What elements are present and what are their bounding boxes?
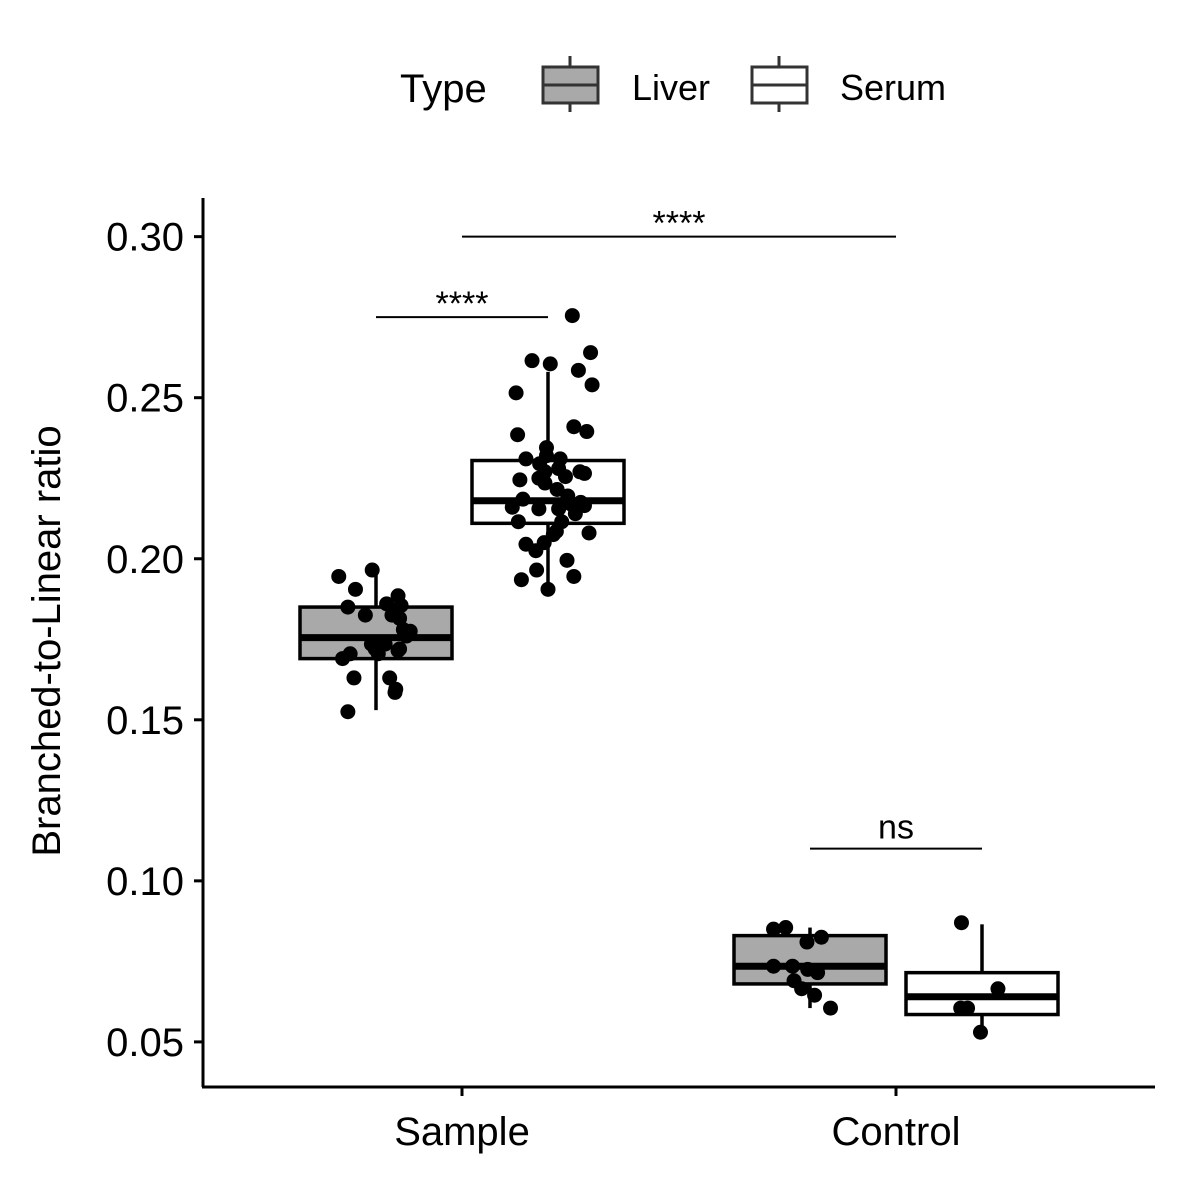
- data-point: [392, 610, 408, 626]
- data-point: [529, 562, 545, 578]
- data-point: [794, 981, 810, 997]
- data-point: [340, 704, 356, 720]
- data-point: [584, 377, 600, 393]
- data-point: [960, 1000, 976, 1016]
- data-point: [990, 981, 1006, 997]
- significance-label: ****: [436, 285, 489, 323]
- significance-label: ns: [878, 809, 914, 847]
- legend-key-liver: [541, 56, 600, 112]
- legend-key-serum: [750, 56, 809, 112]
- data-point: [572, 464, 588, 480]
- data-point: [800, 961, 816, 977]
- data-point: [379, 596, 395, 612]
- data-point: [528, 543, 544, 559]
- data-point: [564, 308, 580, 324]
- data-point: [566, 568, 582, 584]
- data-point: [566, 419, 582, 435]
- x-tick-label-control: Control: [832, 1110, 961, 1154]
- significance-brackets: **** **** ns: [376, 205, 982, 850]
- y-ticks: 0.05 0.10 0.15 0.20 0.25 0.30: [106, 216, 203, 1065]
- data-point: [364, 562, 380, 578]
- data-point: [357, 607, 373, 623]
- y-tick-label: 0.30: [106, 216, 184, 260]
- data-point: [778, 920, 794, 936]
- data-point: [766, 958, 782, 974]
- data-point: [513, 572, 529, 588]
- data-point: [392, 641, 408, 657]
- x-ticks: Sample Control: [394, 1087, 960, 1154]
- data-point: [799, 934, 815, 950]
- data-point: [807, 987, 823, 1003]
- data-point: [515, 491, 531, 507]
- y-tick-label: 0.05: [106, 1021, 184, 1065]
- significance-label: ****: [653, 205, 706, 243]
- data-point: [512, 472, 528, 488]
- data-point: [579, 424, 595, 440]
- data-point: [388, 681, 404, 697]
- data-point: [504, 499, 520, 515]
- data-point: [581, 525, 597, 541]
- y-tick-label: 0.10: [106, 860, 184, 904]
- box-control-serum: [904, 924, 1060, 1030]
- data-point: [531, 501, 547, 517]
- data-point: [347, 581, 363, 597]
- data-point: [540, 581, 556, 597]
- y-tick-label: 0.15: [106, 699, 184, 743]
- data-point: [510, 514, 526, 530]
- y-tick-label: 0.25: [106, 377, 184, 421]
- data-point: [567, 506, 583, 522]
- data-point: [398, 628, 414, 644]
- data-point: [335, 651, 351, 667]
- data-point: [537, 464, 553, 480]
- data-point: [823, 1000, 839, 1016]
- data-point: [508, 385, 524, 401]
- data-point: [393, 597, 409, 613]
- data-point: [813, 929, 829, 945]
- data-point: [510, 427, 526, 443]
- legend: Type Liver Serum: [400, 56, 946, 112]
- data-point: [551, 501, 567, 517]
- data-point: [370, 646, 386, 662]
- data-point: [570, 362, 586, 378]
- y-axis-title: Branched-to-Linear ratio: [25, 425, 69, 856]
- data-point: [331, 568, 347, 584]
- data-point: [382, 670, 398, 686]
- data-points: [331, 308, 1006, 1040]
- legend-label-liver: Liver: [632, 67, 710, 108]
- data-point: [559, 552, 575, 568]
- y-tick-label: 0.20: [106, 538, 184, 582]
- legend-label-serum: Serum: [840, 67, 946, 108]
- data-point: [537, 475, 553, 491]
- data-point: [524, 353, 540, 369]
- data-point: [785, 958, 801, 974]
- data-point: [518, 451, 534, 467]
- data-point: [551, 461, 567, 477]
- data-point: [766, 921, 782, 937]
- data-point: [542, 356, 558, 372]
- x-tick-label-sample: Sample: [394, 1110, 530, 1154]
- data-point: [346, 670, 362, 686]
- legend-title: Type: [400, 67, 487, 111]
- data-point: [340, 599, 356, 615]
- boxes: [298, 371, 1060, 1030]
- data-point: [953, 915, 969, 931]
- data-point: [583, 345, 599, 361]
- data-point: [972, 1024, 988, 1040]
- data-point: [548, 523, 564, 539]
